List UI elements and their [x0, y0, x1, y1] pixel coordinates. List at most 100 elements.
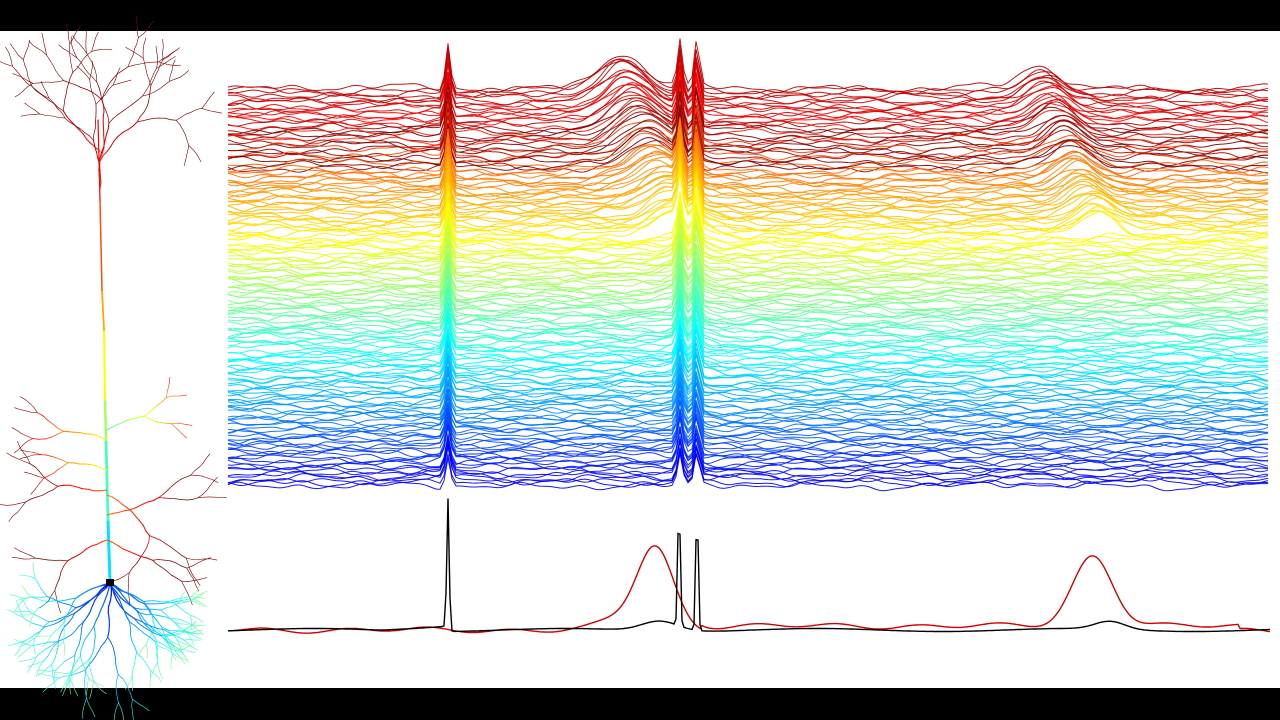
- dendrite: [145, 530, 150, 537]
- dendrite: [14, 650, 19, 656]
- dendrite: [45, 49, 47, 56]
- dendrite: [97, 157, 101, 165]
- dendrite: [11, 455, 19, 460]
- dendrite: [110, 641, 114, 648]
- dendrite: [66, 678, 69, 685]
- dendrite: [114, 708, 117, 717]
- dendrite: [178, 606, 185, 612]
- trace: [227, 354, 1269, 396]
- dendrite: [185, 557, 189, 565]
- dendrite: [79, 432, 87, 435]
- dendrite: [182, 627, 188, 632]
- dendrite: [83, 601, 89, 607]
- dendrite: [161, 567, 168, 572]
- dendrite: [139, 612, 144, 619]
- dendrite: [150, 626, 157, 633]
- dendrite: [63, 675, 70, 677]
- dendrite: [53, 102, 58, 109]
- dendrite: [173, 642, 179, 645]
- dendrite: [72, 684, 76, 692]
- dendrite: [143, 603, 149, 609]
- dendrite: [18, 501, 26, 504]
- dendrite: [80, 644, 84, 651]
- dendrite: [41, 558, 49, 561]
- trace: [227, 123, 1268, 189]
- dendrite: [93, 625, 96, 633]
- dendrite: [169, 70, 173, 77]
- dendrite: [92, 76, 97, 83]
- dendrite: [169, 75, 171, 82]
- trace-waterfall: [227, 38, 1269, 492]
- trace: [227, 338, 1269, 385]
- trace: [227, 146, 1269, 211]
- dendrite: [190, 624, 193, 631]
- dendrite: [176, 428, 182, 434]
- dendrite: [71, 555, 78, 559]
- dendrite: [120, 604, 125, 612]
- dendrite: [158, 493, 164, 498]
- dendrite: [192, 646, 198, 651]
- dendrite: [59, 599, 66, 602]
- dendrite: [18, 444, 24, 450]
- trace: [227, 82, 1269, 142]
- dendrite: [85, 545, 92, 550]
- dendrite: [124, 79, 132, 82]
- trace: [227, 196, 1269, 249]
- dendrite: [185, 152, 188, 160]
- dendrite: [142, 57, 145, 64]
- dendrite: [61, 112, 66, 119]
- dendrite: [149, 636, 156, 642]
- dendrite: [143, 412, 150, 417]
- dendrite: [196, 636, 202, 640]
- dendrite: [133, 617, 139, 624]
- dendrite: [25, 46, 29, 54]
- dendrite: [132, 663, 135, 670]
- dendrite: [132, 698, 139, 704]
- dendrite: [179, 394, 187, 397]
- letterbox-bottom: [0, 688, 1280, 720]
- dendrite: [86, 52, 90, 59]
- dendrite: [160, 634, 167, 636]
- dendrite: [191, 626, 198, 630]
- dendrite: [85, 588, 93, 593]
- dendrite: [33, 656, 37, 663]
- trace: [227, 314, 1269, 359]
- dendrite: [144, 63, 147, 70]
- dendrite: [104, 134, 107, 142]
- dendrite: [30, 656, 37, 660]
- dendrite: [21, 501, 26, 508]
- dendrite: [9, 594, 16, 596]
- dendrite: [175, 618, 182, 621]
- dendrite: [23, 79, 28, 84]
- dendrite: [171, 631, 178, 634]
- dendrite: [190, 470, 195, 476]
- dendrite: [100, 94, 106, 100]
- trace: [227, 71, 1269, 121]
- dendrite: [156, 65, 162, 69]
- dendrite: [191, 634, 197, 638]
- dendrite: [70, 597, 77, 600]
- dendrite: [62, 681, 67, 688]
- dendrite: [84, 67, 89, 74]
- dendrite: [151, 625, 158, 629]
- dendrite: [29, 637, 35, 642]
- dendrite: [167, 52, 173, 57]
- dendrite: [25, 643, 32, 647]
- dendrite: [133, 63, 141, 66]
- dendrite: [57, 457, 64, 461]
- dendrite: [162, 39, 164, 47]
- dendrite: [54, 682, 56, 689]
- trace: [227, 115, 1269, 174]
- dendrite: [154, 673, 159, 678]
- dendrite: [110, 140, 115, 147]
- dendrite: [42, 686, 49, 693]
- trace: [227, 244, 1269, 297]
- dendrite: [192, 497, 199, 500]
- dendrite: [174, 633, 180, 635]
- trace: [227, 171, 1269, 240]
- dendrite: [159, 59, 164, 66]
- dendrite: [37, 47, 43, 52]
- dendrite: [198, 593, 203, 598]
- dendrite: [53, 670, 56, 677]
- dendrite: [40, 93, 46, 98]
